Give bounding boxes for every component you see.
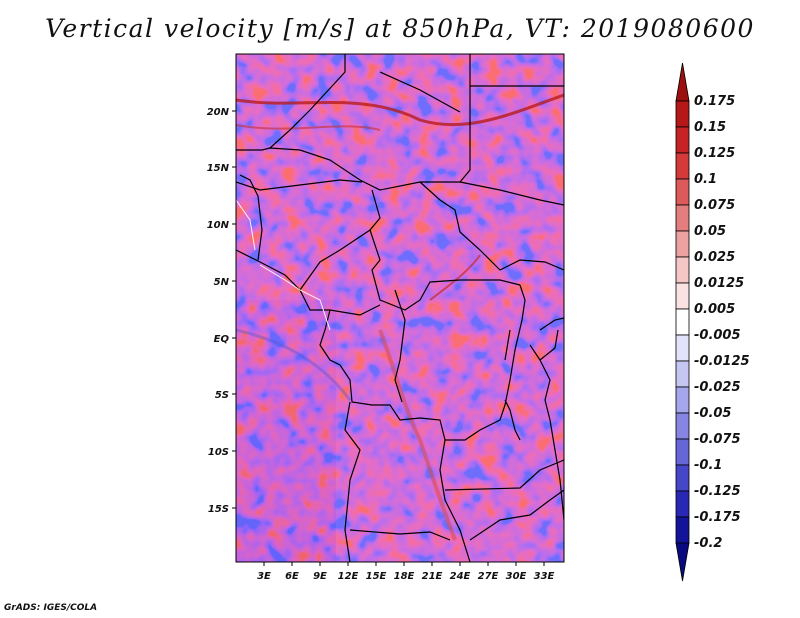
convergence-band-central [378, 329, 457, 541]
colorbar-segment [675, 334, 690, 362]
y-tick-label: 10S [208, 447, 229, 458]
x-tick-label: 15E [366, 571, 387, 582]
colorbar-label: -0.2 [694, 536, 722, 551]
colorbar-segment [675, 412, 690, 440]
x-tick-label: 24E [450, 571, 471, 582]
y-tick-label: 15S [208, 504, 229, 515]
colorbar-segment [675, 256, 690, 284]
x-tick-label: 27E [478, 571, 499, 582]
x-tick-label: 3E [257, 571, 271, 582]
colorbar-segment [675, 308, 690, 336]
colorbar-label: -0.125 [694, 484, 741, 499]
colorbar-label: 0.005 [694, 302, 735, 317]
y-tick-label: 20N [207, 107, 230, 118]
colorbar-label: -0.175 [694, 510, 741, 525]
country-borders [236, 54, 564, 562]
colorbar-label: 0.15 [694, 120, 726, 135]
colorbar-label: 0.075 [694, 198, 735, 213]
colorbar-segment [675, 490, 690, 518]
colorbar: 0.175 0.15 0.125 0.1 0.075 0.05 0.025 0.0125 0.0… [675, 62, 750, 582]
x-tick-label: 12E [338, 571, 359, 582]
convergence-band-north [236, 93, 564, 127]
grads-credit: GrADS: IGES/COLA [4, 603, 98, 613]
colorbar-segment [675, 152, 690, 180]
chart-title: Vertical velocity [m/s] at 850hPa, VT: 2… [45, 14, 755, 43]
y-tick-label: 15N [207, 163, 230, 174]
colorbar-label: 0.025 [694, 250, 735, 265]
colorbar-label: 0.175 [694, 94, 735, 109]
y-tick-label: 5S [215, 390, 229, 401]
colorbar-label: 0.05 [694, 224, 726, 239]
colorbar-label: -0.025 [694, 380, 741, 395]
x-tick-label: 6E [285, 571, 299, 582]
colorbar-segment [675, 126, 690, 154]
y-axis: 20N 15N 10N 5N EQ 5S 10S 15S [207, 107, 236, 515]
x-tick-label: 18E [394, 571, 415, 582]
x-tick-label: 21E [422, 571, 443, 582]
colorbar-segment [675, 282, 690, 310]
colorbar-segment [675, 542, 690, 582]
colorbar-segment [675, 360, 690, 388]
y-tick-label: 5N [214, 277, 230, 288]
colorbar-segment [675, 178, 690, 206]
colorbar-label: 0.0125 [694, 276, 744, 291]
colorbar-segment [675, 204, 690, 232]
colorbar-segment [675, 438, 690, 466]
colorbar-label: 0.125 [694, 146, 735, 161]
y-tick-label: 10N [207, 220, 230, 231]
colorbar-segment [675, 386, 690, 414]
colorbar-segment [675, 62, 690, 102]
colorbar-segment [675, 100, 690, 128]
vertical-velocity-field [236, 54, 564, 562]
map-frame [235, 53, 565, 563]
x-tick-label: 9E [313, 571, 327, 582]
x-tick-label: 33E [534, 571, 555, 582]
colorbar-label: -0.05 [694, 406, 731, 421]
colorbar-segment [675, 516, 690, 544]
colorbar-segment [675, 230, 690, 258]
colorbar-label: -0.075 [694, 432, 741, 447]
colorbar-label: -0.1 [694, 458, 722, 473]
y-tick-label: EQ [214, 334, 230, 345]
colorbar-label: -0.0125 [694, 354, 750, 369]
x-axis: 3E 6E 9E 12E 15E 18E 21E 24E 27E 30E 33E [257, 562, 555, 582]
colorbar-label: 0.1 [694, 172, 717, 187]
colorbar-label: -0.005 [694, 328, 741, 343]
colorbar-segment [675, 464, 690, 492]
x-tick-label: 30E [506, 571, 527, 582]
